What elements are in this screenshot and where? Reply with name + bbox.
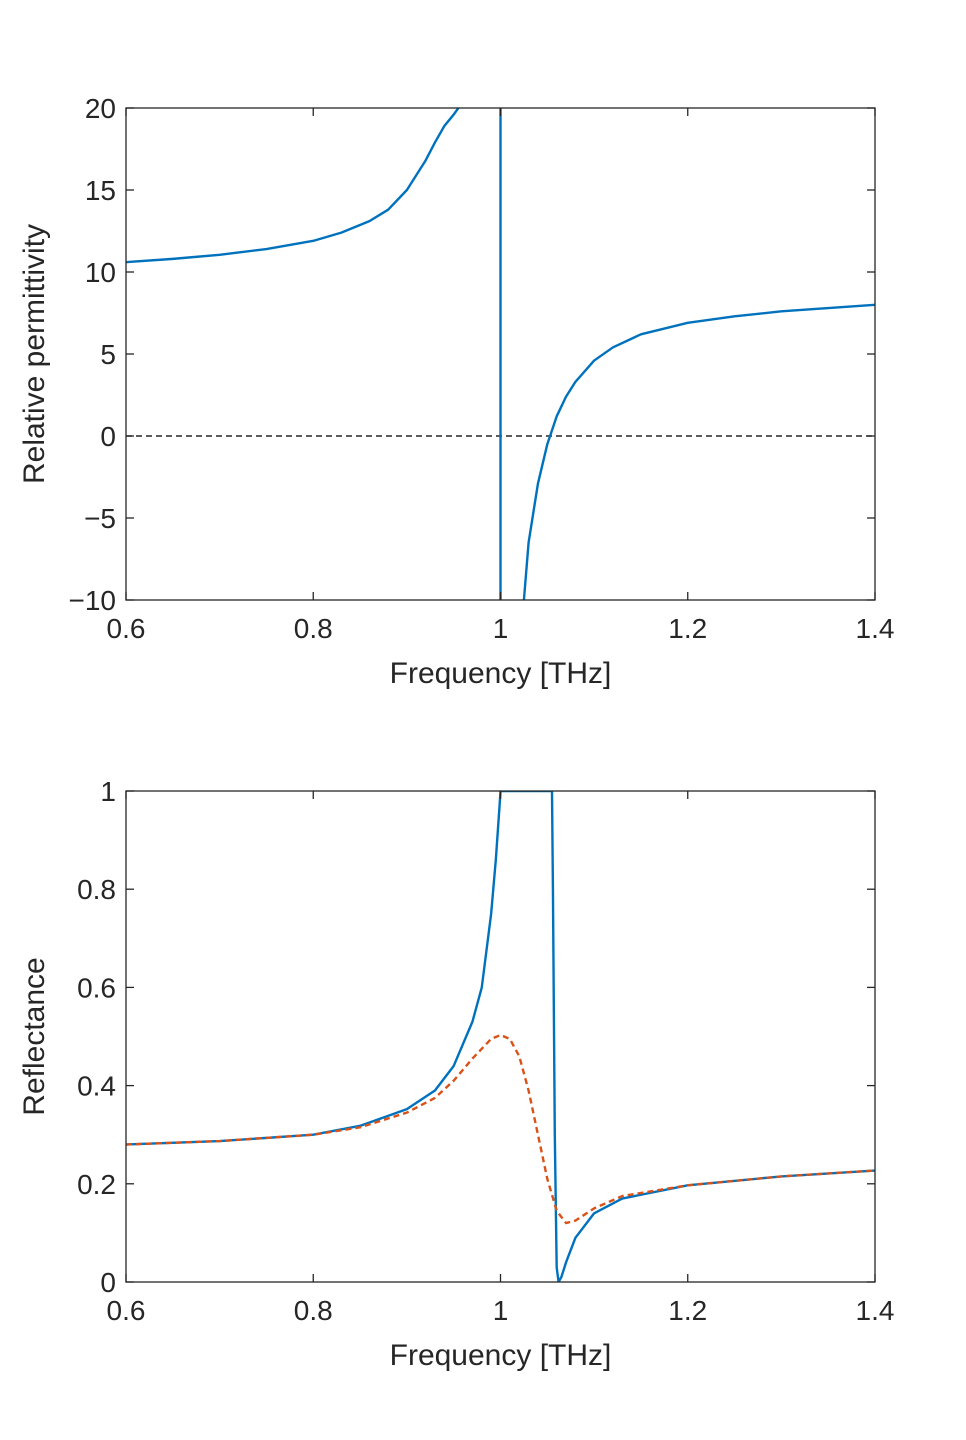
reflectance-y-tick-label: 0.4: [77, 1071, 116, 1102]
permittivity-y-axis-label: Relative permittivity: [18, 224, 51, 484]
permittivity-y-tick-label: 20: [85, 93, 116, 124]
reflectance-y-axis-label: Reflectance: [18, 957, 51, 1115]
reflectance-x-tick-label: 0.6: [107, 1295, 146, 1326]
permittivity-x-tick-label: 1.4: [856, 613, 895, 644]
reflectance-y-tick-label: 1: [100, 776, 116, 807]
permittivity-series-0-segment-2-line: [522, 303, 875, 600]
reflectance-x-tick-label: 1.4: [856, 1295, 895, 1326]
reflectance-plot-frame: [125, 790, 876, 1283]
permittivity-y-tick-label: 15: [85, 175, 116, 206]
permittivity-y-tick-label: −5: [84, 503, 116, 534]
permittivity-y-tick-label: 10: [85, 257, 116, 288]
permittivity-y-tick-label: −10: [69, 585, 117, 616]
permittivity-x-tick-label: 0.8: [294, 613, 333, 644]
reflectance-y-tick-label: 0: [100, 1267, 116, 1298]
permittivity-chart: 0.6 0.8 1 1.2 1.4 −10 −5 0 5 10 15 20 Frequency [TH…: [18, 93, 894, 690]
permittivity-x-tick-label: 1.2: [668, 613, 707, 644]
permittivity-x-tick-label: 0.6: [107, 613, 146, 644]
reflectance-x-axis-label: Frequency [THz]: [390, 1339, 612, 1372]
reflectance-series-1-line: [126, 1033, 875, 1225]
reflectance-chart: 0.6 0.8 1 1.2 1.4 0 0.2 0.4 0.6 0.8 1 Frequency [T…: [18, 776, 894, 1372]
reflectance-y-tick-label: 0.2: [77, 1169, 116, 1200]
permittivity-series-0-segment-0-line: [126, 108, 460, 264]
permittivity-y-tick-label: 5: [100, 339, 116, 370]
permittivity-x-axis-label: Frequency [THz]: [390, 657, 612, 690]
reflectance-x-tick-label: 0.8: [294, 1295, 333, 1326]
permittivity-x-tick-label: 1: [493, 613, 509, 644]
reflectance-y-tick-label: 0.8: [77, 874, 116, 905]
reflectance-x-tick-label: 1.2: [668, 1295, 707, 1326]
permittivity-y-tick-label: 0: [100, 421, 116, 452]
reflectance-y-tick-label: 0.6: [77, 972, 116, 1003]
reflectance-x-tick-label: 1: [493, 1295, 509, 1326]
reflectance-series-0-line: [126, 791, 875, 1282]
